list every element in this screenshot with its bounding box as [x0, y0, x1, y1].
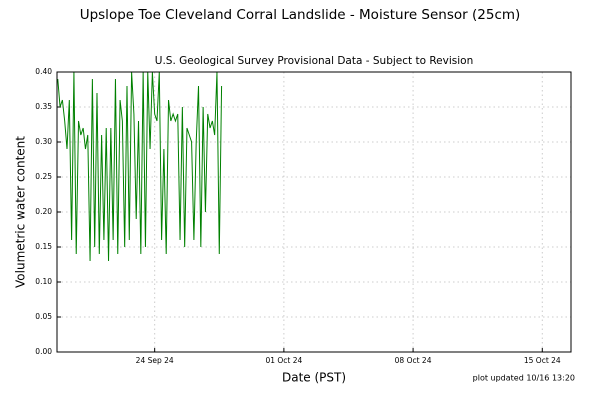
x-tick-label: 24 Sep 24: [136, 356, 174, 365]
x-tick-label: 15 Oct 24: [524, 356, 561, 365]
chart-title: Upslope Toe Cleveland Corral Landslide -…: [80, 7, 521, 23]
y-tick-label: 0.30: [35, 137, 52, 146]
y-axis-label: Volumetric water content: [14, 136, 28, 288]
y-tick-label: 0.05: [35, 312, 52, 321]
y-tick-label: 0.10: [35, 277, 52, 286]
y-tick-label: 0.00: [35, 347, 52, 356]
x-tick-label: 01 Oct 24: [265, 356, 302, 365]
y-tick-label: 0.25: [35, 172, 52, 181]
y-tick-label: 0.20: [35, 207, 52, 216]
y-tick-label: 0.35: [35, 102, 52, 111]
plot-frame: [56, 71, 572, 353]
chart-subtitle: U.S. Geological Survey Provisional Data …: [155, 55, 473, 67]
y-tick-label: 0.40: [35, 67, 52, 76]
x-tick-label: 08 Oct 24: [395, 356, 432, 365]
x-axis-label: Date (PST): [282, 371, 346, 385]
update-note: plot updated 10/16 13:20: [473, 374, 575, 383]
data-line: [57, 71, 223, 262]
y-tick-label: 0.15: [35, 242, 52, 251]
